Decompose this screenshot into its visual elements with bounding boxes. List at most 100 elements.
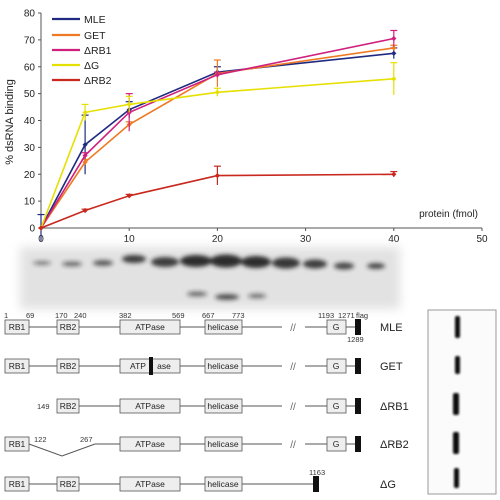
position-label: 1	[4, 311, 8, 320]
gel-band	[62, 261, 82, 267]
break-mark: //	[290, 323, 296, 334]
legend-label-get: GET	[84, 30, 106, 42]
gel-background	[20, 247, 400, 309]
domain-helicase-label: helicase	[207, 439, 238, 449]
domain-atpase	[119, 319, 181, 335]
domain-rb1-label: RB1	[9, 479, 26, 489]
domain-rb1	[4, 476, 30, 492]
gel-bands	[33, 254, 385, 300]
blot-band	[453, 432, 459, 454]
x-axis-label: protein (fmol)	[419, 209, 478, 220]
data-point	[38, 225, 44, 231]
data-point	[82, 159, 88, 165]
x-tick-label: 30	[300, 234, 312, 245]
domain-atpase-label: ATPase	[135, 439, 165, 449]
legend-item-drb1: ΔRB1	[52, 45, 112, 57]
gel-band	[241, 256, 271, 268]
domain-rb2-label: RB2	[60, 361, 77, 371]
y-tick-label: 50	[24, 89, 36, 100]
domain-rb2	[56, 358, 80, 374]
get-mutation-mark	[149, 357, 153, 375]
domain-g	[326, 358, 347, 374]
flag-tag	[355, 319, 361, 335]
construct-drb2: 122 267 RB1 ATPase helicase // G ΔRB2	[4, 435, 409, 457]
blot-band	[454, 468, 459, 488]
data-point	[391, 35, 397, 42]
gel-band	[122, 255, 146, 263]
legend-item-get: GET	[52, 30, 106, 42]
y-ticks: 0 10 20 30 40 50 60 70 80	[24, 9, 41, 235]
position-labels: 1 69 170 240 382 569 667 773 1193 1271 f…	[4, 311, 368, 344]
start-label: 149	[37, 402, 50, 411]
legend-label-mle: MLE	[84, 14, 106, 26]
gel-band	[272, 257, 300, 269]
data-point	[214, 89, 220, 95]
domain-rb1-label: RB1	[9, 439, 26, 449]
domain-helicase	[204, 358, 243, 374]
flag-tag	[313, 476, 319, 492]
position-label: flag	[356, 311, 368, 320]
flag-tag	[355, 398, 361, 414]
legend-item-mle: MLE	[52, 14, 106, 26]
y-tick-label: 0	[29, 224, 35, 235]
gap-start-label: 122	[34, 435, 47, 444]
domain-g-label: G	[333, 361, 340, 371]
data-point	[214, 172, 220, 179]
domain-g	[326, 319, 347, 335]
domain-rb1	[4, 358, 30, 374]
blot-band	[455, 316, 460, 338]
domain-helicase-label: helicase	[207, 479, 238, 489]
position-label: 240	[74, 311, 87, 320]
domain-rb2	[56, 319, 80, 335]
deletion-connector	[28, 443, 96, 457]
position-label: 69	[26, 311, 34, 320]
domain-atpase-label: ATPase	[135, 322, 165, 332]
gap-end-label: 267	[80, 435, 93, 444]
domain-atpase-label: ATPase	[135, 401, 165, 411]
construct-name-mle: MLE	[380, 322, 403, 334]
y-axis-label: % dsRNA binding	[4, 79, 16, 165]
gel-band	[215, 294, 239, 300]
position-label: 170	[55, 311, 68, 320]
x-tick-label: 50	[476, 234, 488, 245]
domain-g-label: G	[333, 439, 340, 449]
domain-ase-label: ase	[157, 361, 171, 371]
y-tick-label: 80	[24, 9, 36, 20]
gel-band	[334, 262, 354, 270]
domain-atpase	[119, 476, 181, 492]
data-point	[391, 45, 397, 51]
gel-blot	[20, 247, 400, 309]
data-point	[391, 76, 397, 82]
domain-helicase-label: helicase	[207, 322, 238, 332]
series-line-dg	[40, 78, 394, 229]
domain-g	[326, 436, 347, 452]
blot-bands	[453, 316, 460, 488]
position-label: 773	[232, 311, 245, 320]
position-label: 1289	[347, 335, 364, 344]
data-point	[391, 50, 397, 56]
data-point	[126, 193, 132, 199]
series-dg	[38, 62, 398, 231]
domain-atpase-label: ATPase	[135, 479, 165, 489]
gel-band	[33, 261, 51, 265]
domain-helicase	[204, 398, 243, 414]
series-layer	[37, 29, 398, 242]
position-label: 1271	[338, 311, 355, 320]
position-label: 382	[119, 311, 132, 320]
western-blot-panel	[427, 309, 497, 495]
data-point	[82, 109, 88, 116]
gel-band	[151, 257, 179, 267]
domain-helicase-label: helicase	[207, 361, 238, 371]
construct-drb1: 149 RB2 ATPase helicase // G ΔRB1	[37, 398, 409, 414]
gel-band	[210, 254, 242, 268]
domain-rb2-label: RB2	[60, 479, 77, 489]
construct-name-drb1: ΔRB1	[380, 401, 409, 413]
construct-mle: RB1 RB2 ATPase helicase // G MLE	[4, 319, 403, 335]
position-label: 569	[172, 311, 185, 320]
series-drb2	[38, 165, 398, 231]
construct-dg: 1163 RB1 RB2 ATPase helicase ΔG	[4, 468, 396, 492]
construct-name-get: GET	[380, 361, 403, 373]
domain-helicase-label: helicase	[207, 401, 238, 411]
